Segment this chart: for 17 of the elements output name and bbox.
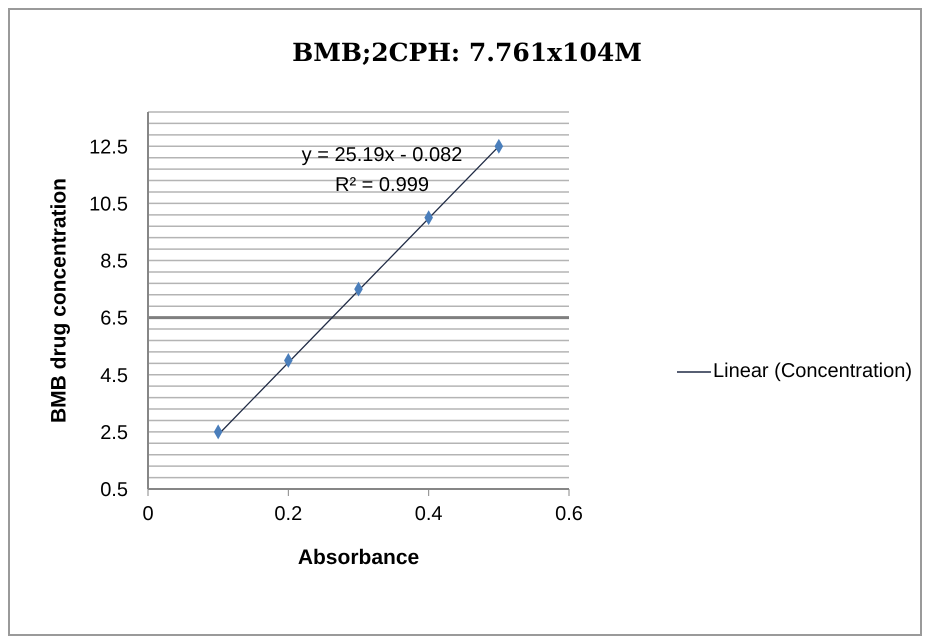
- y-tick-label: 8.5: [100, 250, 128, 273]
- y-tick-label: 2.5: [100, 422, 128, 444]
- annotation: R² = 0.999: [334, 174, 430, 197]
- x-tick-label: 0.6: [555, 503, 583, 526]
- x-tick-label: 0.4: [414, 503, 443, 526]
- y-axis-title: BMB drug concentration: [47, 178, 70, 423]
- y-tick-label: 4.5: [100, 364, 128, 387]
- annotation: y = 25.19x - 0.082: [300, 144, 464, 167]
- y-tick-label: 12.5: [89, 136, 128, 158]
- chart-title: BMB;2CPH: 7.761x104M: [291, 38, 643, 67]
- legend-label: Linear (Concentration): [713, 360, 912, 383]
- x-tick-label: 0.2: [274, 503, 302, 526]
- y-tick-label: 0.5: [100, 479, 128, 502]
- y-tick-label: 10.5: [89, 193, 128, 216]
- x-tick-label: 0: [142, 503, 154, 526]
- x-axis-title: Absorbance: [298, 546, 420, 569]
- y-tick-label: 6.5: [100, 308, 128, 330]
